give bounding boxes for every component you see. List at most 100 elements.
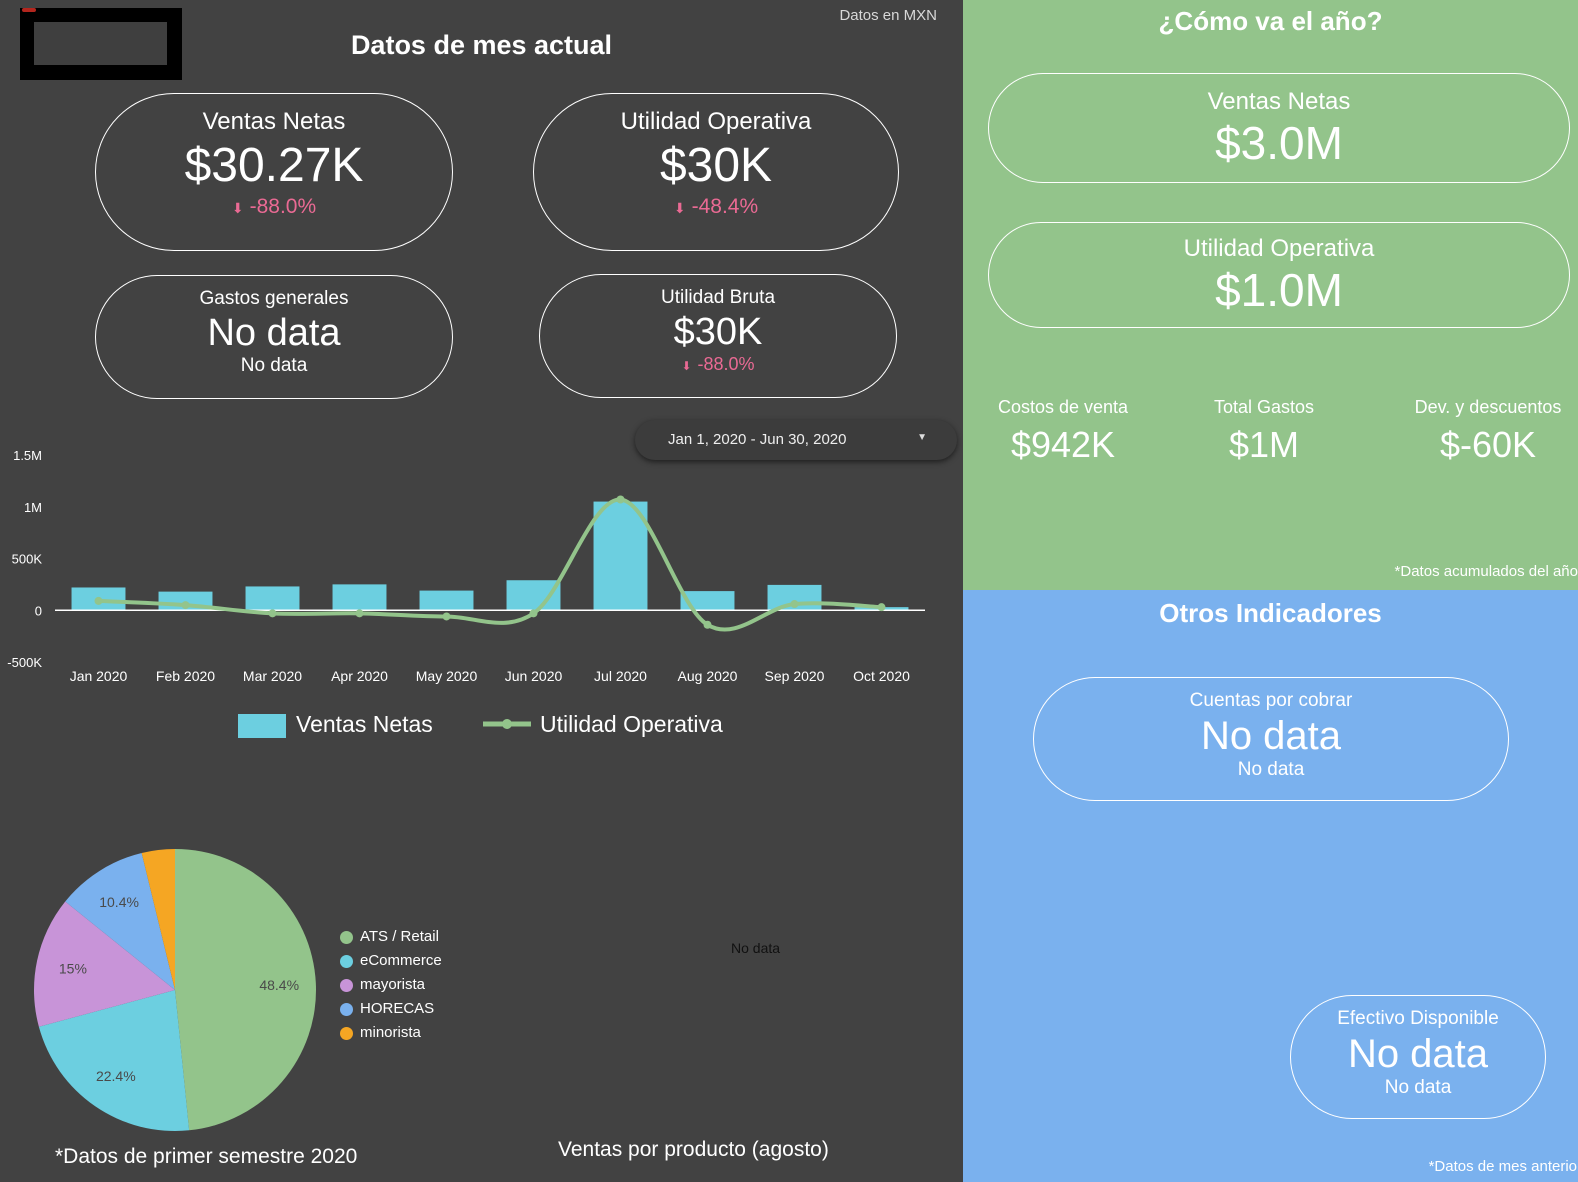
legend-dot: [340, 1027, 353, 1040]
pie-legend-label: minorista: [360, 1024, 421, 1041]
date-range-value: Jan 1, 2020 - Jun 30, 2020: [668, 431, 847, 448]
x-tick-label: Jun 2020: [505, 668, 563, 684]
monthly-combo-chart: 1.5M 1M 500K 0 -500K Jan 2020 Feb 2020 Mar 2020…: [7, 448, 925, 684]
kpi-value: $-60K: [1439, 424, 1537, 465]
line-utilidad-operativa: [98, 497, 882, 632]
year-kpi-utilidad[interactable]: Utilidad Operativa $1.0M: [988, 222, 1570, 328]
pie-legend-item: ATS / Retail: [340, 928, 442, 952]
arrow-down-icon: ⬇: [681, 359, 692, 373]
kpi-label: Efectivo Disponible: [1337, 1008, 1499, 1029]
kpi-label: Ventas Netas: [202, 108, 346, 135]
line-point: [181, 601, 190, 610]
x-tick-label: Apr 2020: [331, 668, 388, 684]
currency-note: Datos en MXN: [839, 7, 937, 24]
y-tick-label: -500K: [7, 655, 42, 670]
chevron-down-icon: ▼: [917, 432, 927, 443]
pie-slice-label: 15%: [59, 961, 87, 977]
legend-dot: [340, 1003, 353, 1016]
pie-legend-label: HORECAS: [360, 1000, 435, 1017]
pie-legend: ATS / Retail eCommerce mayorista HORECAS min…: [340, 928, 442, 1048]
bar-ventas-netas: [680, 591, 735, 611]
x-tick-label: May 2020: [416, 668, 478, 684]
logo-mark: [22, 8, 36, 12]
pie-legend-label: eCommerce: [360, 952, 442, 969]
kpi-value: No data: [1200, 714, 1342, 758]
y-tick-label: 500K: [12, 552, 43, 567]
y-tick-label: 1M: [24, 500, 42, 515]
kpi-value: $30.27K: [184, 139, 364, 192]
pie-slice-label: 10.4%: [99, 894, 139, 910]
kpi-utilidad-bruta[interactable]: Utilidad Bruta $30K ⬇ -88.0%: [539, 274, 897, 398]
kpi-label: Utilidad Bruta: [660, 287, 776, 308]
arrow-down-icon: ⬇: [673, 200, 686, 216]
other-footnote: *Datos de mes anterior: [1428, 1158, 1578, 1175]
kpi-delta: ⬇ -88.0%: [540, 354, 896, 375]
line-point: [877, 603, 886, 612]
y-tick-label: 1.5M: [13, 448, 42, 463]
legend-dot: [340, 931, 353, 944]
pie-slice: [65, 852, 175, 990]
pie-legend-label: mayorista: [360, 976, 426, 993]
kpi-sub: No data: [1384, 1077, 1452, 1098]
kpi-value: No data: [207, 312, 341, 354]
x-tick-label: Jul 2020: [594, 668, 647, 684]
kpi-gastos-generales[interactable]: Gastos generales No data No data: [95, 275, 453, 399]
line-point: [616, 495, 625, 504]
bar-ventas-netas: [506, 580, 561, 611]
logo-redacted-area: [34, 22, 167, 65]
kpi-label: Cuentas por cobrar: [1189, 690, 1353, 711]
kpi-delta-value: -88.0%: [697, 354, 755, 374]
kpi-label: Gastos generales: [199, 288, 349, 309]
year-title: ¿Cómo va el año?: [1158, 6, 1383, 36]
pie-slice: [175, 849, 316, 1131]
year-kpi-devoluciones[interactable]: Dev. y descuentos $-60K: [1403, 397, 1573, 466]
page-title: Datos de mes actual: [350, 30, 613, 60]
kpi-value: $30K: [673, 311, 763, 353]
line-point: [442, 612, 451, 621]
kpi-label: Utilidad Operativa: [1183, 235, 1375, 262]
legend-label-line: Utilidad Operativa: [540, 711, 723, 737]
kpi-ventas-netas[interactable]: Ventas Netas $30.27K ⬇ -88.0%: [95, 93, 453, 251]
y-tick-label: 0: [35, 603, 42, 618]
arrow-down-icon: ⬇: [231, 200, 244, 216]
year-footnote: *Datos acumulados del año: [1394, 563, 1578, 580]
kpi-efectivo-disponible[interactable]: Efectivo Disponible No data No data: [1290, 995, 1546, 1119]
pie-slice: [34, 901, 175, 1027]
bar-ventas-netas: [593, 501, 648, 611]
company-logo: [20, 8, 182, 80]
line-point: [355, 609, 364, 618]
pie-legend-item: HORECAS: [340, 1000, 442, 1024]
date-range-picker[interactable]: Jan 1, 2020 - Jun 30, 2020 ▼: [635, 420, 957, 460]
pie-legend-item: minorista: [340, 1024, 442, 1048]
kpi-sub: No data: [1237, 759, 1305, 780]
kpi-delta: No data: [240, 355, 308, 376]
year-kpi-gastos[interactable]: Total Gastos $1M: [1189, 397, 1339, 466]
x-tick-label: Jan 2020: [70, 668, 128, 684]
kpi-value: $942K: [1010, 424, 1116, 465]
kpi-value: No data: [1347, 1032, 1489, 1076]
line-point: [703, 620, 712, 629]
product-chart-caption: Ventas por producto (agosto): [558, 1138, 829, 1161]
sales-by-channel-pie: 48.4% 22.4% 15% 10.4%: [34, 849, 316, 1131]
legend-swatch-line: [483, 719, 531, 729]
bar-ventas-netas: [245, 586, 300, 611]
kpi-delta: ⬇ -88.0%: [96, 195, 452, 219]
pie-slice-label: 22.4%: [96, 1068, 136, 1084]
kpi-value: $1M: [1228, 424, 1300, 465]
year-kpi-costos[interactable]: Costos de venta $942K: [988, 397, 1138, 466]
bar-ventas-netas: [332, 584, 387, 611]
x-tick-label: Aug 2020: [678, 668, 738, 684]
legend-swatch-bars: [238, 714, 286, 738]
x-tick-label: Feb 2020: [156, 668, 215, 684]
year-summary-panel: ¿Cómo va el año? Ventas Netas $3.0M Util…: [963, 0, 1578, 590]
kpi-label: Total Gastos: [1213, 397, 1315, 417]
current-month-panel: Datos en MXN Datos de mes actual Ventas …: [7, 7, 957, 1168]
x-tick-label: Sep 2020: [765, 668, 825, 684]
legend-dot: [340, 955, 353, 968]
kpi-utilidad-operativa[interactable]: Utilidad Operativa $30K ⬇ -48.4%: [533, 93, 899, 251]
kpi-label: Dev. y descuentos: [1414, 397, 1562, 417]
pie-slice: [141, 849, 175, 990]
legend-label-bars: Ventas Netas: [296, 711, 433, 737]
year-kpi-ventas[interactable]: Ventas Netas $3.0M: [988, 73, 1570, 183]
kpi-cuentas-por-cobrar[interactable]: Cuentas por cobrar No data No data: [1033, 677, 1509, 801]
